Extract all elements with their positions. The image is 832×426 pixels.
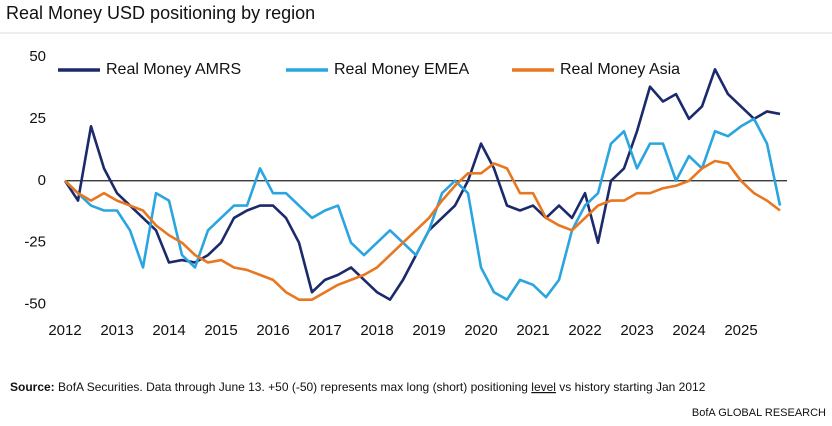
x-tick-label: 2012 <box>48 322 81 339</box>
x-tick-label: 2016 <box>256 322 289 339</box>
x-tick-label: 2024 <box>672 322 705 339</box>
x-tick-label: 2015 <box>204 322 237 339</box>
y-tick-label: 0 <box>38 172 46 189</box>
x-tick-label: 2017 <box>308 322 341 339</box>
legend-label: Real Money Asia <box>560 61 680 78</box>
x-tick-label: 2025 <box>724 322 757 339</box>
x-tick-label: 2014 <box>152 322 185 339</box>
legend-label: Real Money EMEA <box>334 61 469 78</box>
series-line <box>64 159 781 301</box>
x-tick-label: 2019 <box>412 322 445 339</box>
x-tick-label: 2022 <box>568 322 601 339</box>
y-tick-label: 50 <box>29 48 46 65</box>
x-tick-label: 2021 <box>516 322 549 339</box>
series-line <box>64 117 782 301</box>
x-tick-label: 2023 <box>620 322 653 339</box>
source-text: BofA Securities. Data through June 13. +… <box>55 380 532 394</box>
y-tick-label: -25 <box>24 234 46 251</box>
x-tick-label: 2020 <box>464 322 497 339</box>
series-line <box>63 68 781 301</box>
y-tick-label: -50 <box>24 296 46 313</box>
source-text: vs history starting Jan 2012 <box>556 380 706 394</box>
legend-label: Real Money AMRS <box>106 61 241 78</box>
source-text: level <box>531 380 556 394</box>
x-tick-label: 2013 <box>100 322 133 339</box>
y-tick-label: 25 <box>29 110 46 127</box>
source-note: Source: BofA Securities. Data through Ju… <box>10 380 706 394</box>
x-tick-label: 2018 <box>360 322 393 339</box>
source-label: Source: <box>10 380 55 394</box>
chart-title: Real Money USD positioning by region <box>6 3 315 23</box>
credit: BofA GLOBAL RESEARCH <box>692 407 826 419</box>
